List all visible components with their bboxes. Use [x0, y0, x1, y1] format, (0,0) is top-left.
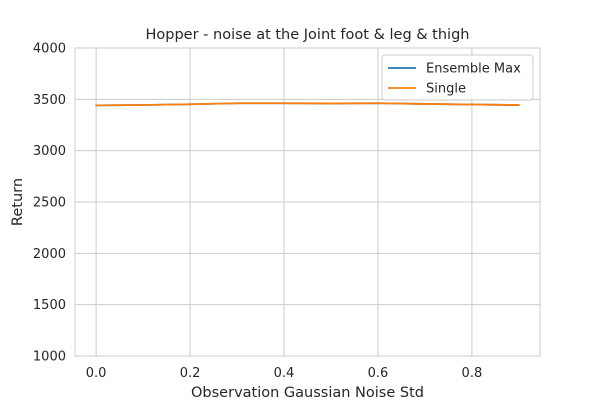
legend-box	[381, 54, 534, 101]
legend-label: Single	[426, 82, 466, 97]
series-lines	[95, 102, 520, 107]
y-tick-label: 2000	[33, 247, 66, 262]
series-line-1	[95, 102, 520, 107]
plot-frame	[74, 47, 541, 357]
y-axis-ticks: 1000 1500 2000 2500 3000 3500 4000	[33, 42, 66, 365]
y-axis-label: Return	[10, 178, 26, 226]
x-tick-label: 0.4	[274, 366, 295, 381]
legend: Ensemble Max Single	[381, 54, 534, 101]
chart-title: Hopper - noise at the Joint foot & leg &…	[146, 27, 470, 43]
legend-label: Ensemble Max	[426, 62, 521, 77]
x-tick-label: 0.0	[86, 366, 107, 381]
x-tick-label: 0.6	[368, 366, 389, 381]
y-tick-label: 3500	[33, 93, 66, 108]
y-tick-label: 4000	[33, 42, 66, 57]
x-tick-label: 0.8	[462, 366, 483, 381]
y-tick-label: 1000	[33, 350, 66, 365]
x-axis-label: Observation Gaussian Noise Std	[191, 385, 424, 400]
y-tick-label: 1500	[33, 298, 66, 313]
x-tick-label: 0.2	[180, 366, 201, 381]
y-tick-label: 3000	[33, 144, 66, 159]
y-tick-label: 2500	[33, 196, 66, 211]
plot-border	[74, 47, 541, 357]
x-axis-ticks: 0.0 0.2 0.4 0.6 0.8	[86, 366, 482, 381]
